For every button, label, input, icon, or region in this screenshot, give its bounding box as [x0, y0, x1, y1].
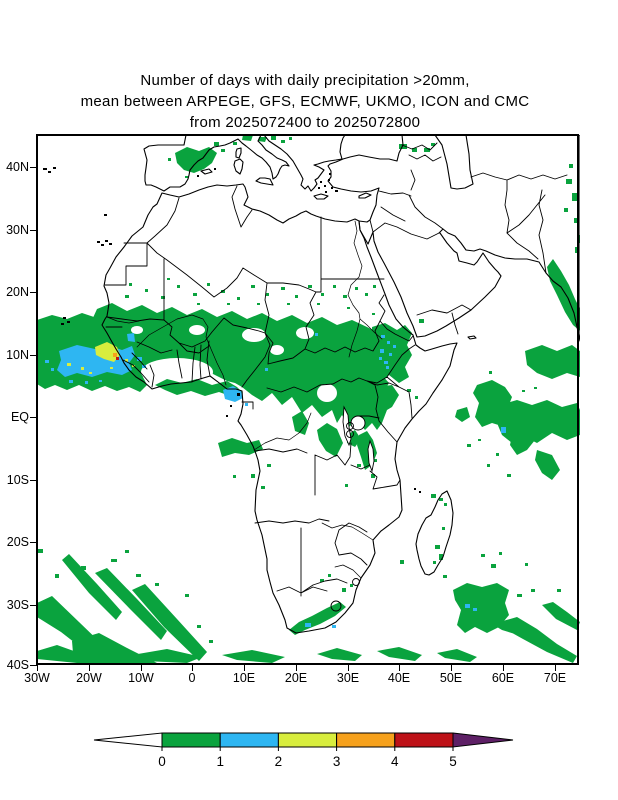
colorbar-segment	[277, 732, 338, 748]
lake-malawi	[367, 439, 375, 473]
precip-yellow-layer	[67, 342, 135, 374]
colorbar-segment	[394, 732, 454, 748]
x-tick	[244, 665, 245, 671]
x-tick-label: 10E	[232, 671, 256, 685]
y-tick-label: 30S	[6, 598, 29, 612]
x-tick-label: 20W	[76, 671, 102, 685]
y-tick	[30, 355, 37, 356]
y-tick	[30, 542, 37, 543]
lake-tanganyika	[342, 405, 352, 447]
x-tick	[192, 665, 193, 671]
x-tick	[555, 665, 556, 671]
precip-orange-pixel	[113, 353, 117, 357]
y-tick-label: 20N	[6, 285, 29, 299]
burundi-border	[346, 430, 354, 438]
swaziland-border	[352, 578, 360, 586]
x-tick-label: 30W	[24, 671, 50, 685]
colorbar-segment	[336, 732, 396, 748]
coastlines	[101, 135, 580, 634]
colorbar-tick-label: 5	[449, 754, 457, 769]
colorbar-over-arrow	[452, 732, 514, 748]
x-tick	[399, 665, 400, 671]
y-tick-label: 40N	[6, 160, 29, 174]
x-tick	[141, 665, 142, 671]
y-tick-label: 40S	[6, 658, 29, 672]
x-tick	[348, 665, 349, 671]
y-tick-label: EQ	[10, 410, 29, 424]
y-tick	[30, 417, 37, 418]
colorbar-tick-label: 1	[216, 754, 224, 769]
rivers	[106, 220, 383, 579]
rwanda-border	[346, 422, 354, 430]
y-tick	[30, 480, 37, 481]
x-tick	[296, 665, 297, 671]
colorbar-tick-label: 2	[275, 754, 283, 769]
x-tick-label: 0	[188, 671, 196, 685]
colorbar: 0 1 2 3 4 5	[93, 732, 514, 769]
x-tick	[451, 665, 452, 671]
y-tick-label: 30N	[6, 223, 29, 237]
precip-green-specks	[37, 136, 580, 643]
x-tick-label: 40E	[387, 671, 411, 685]
colorbar-tick-label: 0	[158, 754, 166, 769]
africa-coastline	[101, 183, 458, 634]
balkans-coastline	[263, 135, 346, 192]
title-line-2: mean between ARPEGE, GFS, ECMWF, UKMO, I…	[80, 93, 530, 110]
y-tick	[30, 167, 37, 168]
colorbar-tick-label: 4	[391, 754, 399, 769]
y-tick	[30, 605, 37, 606]
y-tick-label: 10S	[6, 473, 29, 487]
colorbar-under-arrow	[93, 732, 163, 748]
map-frame	[36, 134, 579, 665]
x-tick-label: 30E	[336, 671, 360, 685]
y-tick	[30, 665, 37, 666]
x-tick	[89, 665, 90, 671]
x-tick-label: 60E	[491, 671, 515, 685]
precip-red-pixel	[116, 357, 119, 360]
x-tick-label: 20E	[284, 671, 308, 685]
x-tick	[37, 665, 38, 671]
y-tick	[30, 292, 37, 293]
title-line-3: from 2025072400 to 2025072800	[189, 114, 421, 131]
colorbar-segment	[161, 732, 221, 748]
map-canvas	[37, 135, 580, 664]
small-islands	[43, 167, 421, 493]
islands-coastline	[200, 147, 477, 576]
country-borders	[104, 142, 568, 612]
x-tick	[503, 665, 504, 671]
x-tick-label: 10W	[128, 671, 154, 685]
x-tick-label: 70E	[543, 671, 567, 685]
colorbar-segment	[219, 732, 279, 748]
asia-arabia-coastline	[327, 135, 580, 342]
y-tick-label: 20S	[6, 535, 29, 549]
chart-title: Number of days with daily precipitation …	[0, 70, 610, 133]
colorbar-tick-label: 3	[333, 754, 341, 769]
title-line-1: Number of days with daily precipitation …	[140, 72, 470, 89]
x-tick-label: 50E	[439, 671, 463, 685]
y-tick-label: 10N	[6, 348, 29, 362]
europe-coastline	[143, 135, 290, 192]
y-tick	[30, 230, 37, 231]
lesotho-border	[330, 600, 342, 612]
